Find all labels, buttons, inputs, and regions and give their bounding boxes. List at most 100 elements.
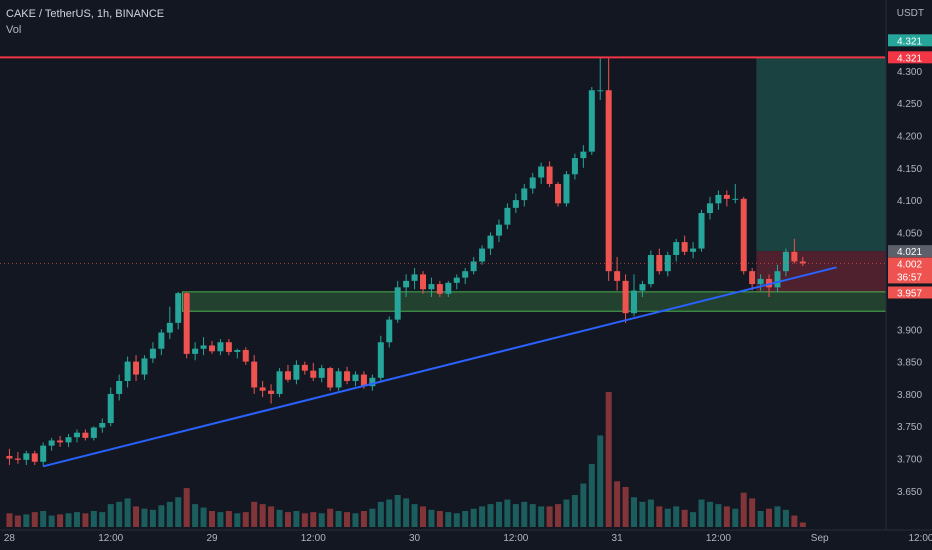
volume-bar [631,497,637,527]
volume-bar [732,508,739,527]
candle-body [555,183,562,204]
volume-bar [352,513,359,527]
resistance-price-tag-text: 4.321 [897,53,922,64]
candle-body [597,90,604,92]
volume-bar [799,522,806,527]
candle-body [521,188,528,201]
candle-body [251,361,258,388]
volume-bar [124,498,131,527]
currency-label: USDT [896,8,924,19]
candle-body [293,364,300,380]
volume-bar [673,506,680,527]
volume-bar [82,513,89,527]
price-tick-label: 3.800 [897,390,922,401]
candle-body [14,458,21,460]
candle-body [445,282,452,294]
time-tick-label: 12:00 [503,533,528,544]
volume-bar [377,501,384,527]
volume-bar [715,504,722,527]
volume-indicator-label[interactable]: Vol [6,24,22,36]
volume-bar [394,494,401,527]
candle-body [65,437,72,443]
volume-histogram [6,392,806,527]
volume-bar [597,435,604,527]
candle-body [335,371,342,388]
volume-bar [107,504,114,527]
price-tick-label: 3.700 [897,455,922,466]
volume-bar [436,510,443,527]
candle-body [116,381,123,394]
candle-body [571,158,578,175]
volume-bar [242,512,249,527]
candle-body [23,453,30,460]
volume-bar [234,513,241,527]
candle-body [420,274,426,290]
candle-body [90,427,97,438]
time-tick-label: 29 [206,533,218,544]
candle-body [563,174,570,204]
support-zone-rectangle[interactable] [181,291,932,312]
volume-bar [327,508,334,527]
volume-bar [192,504,199,527]
volume-bar [360,510,367,527]
time-tick-label: 28 [4,533,16,544]
volume-bar [681,509,688,527]
resistance-price-tag [888,51,932,64]
candle-body [107,393,114,424]
volume-bar [116,501,123,527]
volume-bar [470,508,477,527]
volume-bar [14,515,21,527]
candle-body [318,368,325,378]
volume-bar [487,504,494,527]
volume-bar [301,513,308,527]
candle-body [217,342,224,352]
candle-body [158,332,165,349]
candle-body [588,90,595,152]
candle-body [538,166,545,178]
volume-bar [766,508,773,527]
volume-bar [504,499,511,527]
candlestick-series [6,57,806,467]
volume-bar [65,513,72,527]
candle-body [6,455,13,459]
candle-body [352,374,359,382]
volume-bar [664,508,671,527]
candle-body [706,203,713,214]
volume-bar [706,501,713,527]
symbol-title[interactable]: CAKE / TetherUS, 1h, BINANCE [6,8,165,20]
price-tick-label: 4.050 [897,228,922,239]
volume-bar [529,504,536,527]
target-price-tag-text: 4.321 [897,36,922,47]
volume-bar [723,506,730,527]
candle-body [479,248,486,262]
candle-body [639,284,646,291]
candle-body [732,198,739,200]
volume-bar [757,510,764,527]
candle-body [344,371,351,382]
volume-bar [73,512,80,527]
candle-body [774,271,781,288]
candle-body [377,342,384,378]
candle-body [428,284,435,290]
volume-bar [647,499,654,527]
candle-body [462,271,469,278]
candle-body [512,200,519,208]
current-price-tag-text: 4.002 [897,259,922,270]
candle-body [453,277,460,283]
volume-bar [158,505,165,527]
candle-body [698,213,705,249]
candle-body [82,432,89,438]
candle-body [242,349,249,362]
candle-body [580,151,587,159]
volume-bar [40,510,47,527]
volume-bar [268,506,275,527]
volume-bar [546,506,553,527]
candle-body [487,235,494,249]
candle-body [360,374,367,387]
candle-body [301,364,308,371]
volume-bar [698,499,705,527]
ascending-trendline[interactable] [42,266,837,468]
candle-body [681,242,688,252]
candle-body [310,370,317,378]
